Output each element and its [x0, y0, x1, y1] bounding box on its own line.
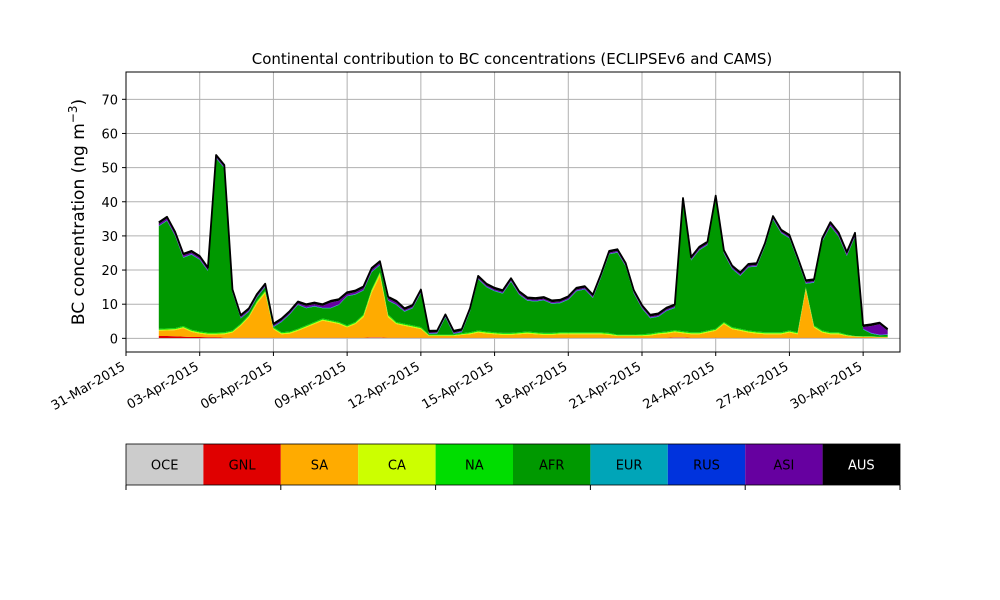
legend-swatch-oce — [126, 444, 204, 485]
legend-label-rus: RUS — [693, 459, 720, 474]
y-axis-label-suffix: ) — [69, 99, 89, 106]
y-axis: 0 10 20 30 40 50 60 70 — [101, 93, 126, 347]
y-tick-label: 30 — [101, 230, 118, 245]
y-tick-label: 10 — [101, 298, 118, 313]
y-tick-label: 40 — [101, 196, 118, 211]
plot-frame — [125, 71, 901, 353]
legend-swatch-ca — [358, 444, 436, 485]
x-tick-label: 30-Apr-2015 — [788, 359, 865, 412]
legend-label-sa: SA — [311, 459, 328, 474]
y-axis-label-text: BC concentration (ng m — [69, 123, 89, 325]
y-tick-label: 50 — [101, 162, 118, 177]
y-tick-label: 20 — [101, 264, 118, 279]
area-sa — [158, 275, 888, 338]
legend-colorbar: OCE GNL SA CA NA AFR EUR RUS ASI AUS — [125, 443, 901, 490]
legend-frame — [125, 443, 901, 486]
legend-swatch-asi — [745, 444, 823, 485]
x-axis: 31-Mar-201503-Apr-201506-Apr-201509-Apr-… — [49, 352, 865, 414]
legend-swatch-rus — [667, 444, 746, 485]
x-tick-label: 18-Apr-2015 — [493, 359, 570, 412]
stacked-areas — [158, 155, 888, 339]
total-line — [158, 154, 889, 332]
y-axis-label-exponent: −3 — [66, 105, 80, 123]
y-tick-label: 70 — [101, 93, 118, 108]
legend-label-eur: EUR — [616, 459, 643, 474]
legend-label-oce: OCE — [151, 459, 179, 474]
total-outline — [158, 154, 889, 332]
x-tick-label: 31-Mar-2015 — [49, 359, 128, 413]
x-tick-label: 09-Apr-2015 — [272, 359, 349, 412]
x-tick-label: 03-Apr-2015 — [125, 359, 202, 412]
legend-swatch-eur — [590, 444, 668, 485]
legend-swatch-sa — [280, 444, 359, 485]
legend-swatch-gnl — [203, 444, 281, 485]
x-tick-label: 21-Apr-2015 — [567, 359, 644, 412]
y-tick-label: 60 — [101, 127, 118, 142]
area-gnl — [158, 336, 888, 338]
x-tick-label: 24-Apr-2015 — [641, 359, 718, 412]
legend-swatch-afr — [513, 444, 591, 485]
legend-label-asi: ASI — [773, 459, 794, 474]
legend-label-gnl: GNL — [229, 459, 257, 474]
x-tick-label: 15-Apr-2015 — [419, 359, 496, 412]
y-axis-label: BC concentration (ng m−3) — [66, 99, 89, 325]
legend-label-ca: CA — [388, 459, 406, 474]
x-tick-label: 12-Apr-2015 — [346, 359, 423, 412]
legend-label-na: NA — [465, 459, 484, 474]
legend-swatch-aus — [822, 444, 900, 485]
x-tick-label: 27-Apr-2015 — [714, 359, 791, 412]
x-tick-label: 06-Apr-2015 — [198, 359, 275, 412]
legend-label-aus: AUS — [848, 459, 875, 474]
y-tick-label: 0 — [110, 332, 118, 347]
legend-label-afr: AFR — [539, 459, 564, 474]
legend-swatch-na — [435, 444, 513, 485]
chart-title: Continental contribution to BC concentra… — [252, 50, 773, 68]
area-afr — [158, 158, 888, 337]
